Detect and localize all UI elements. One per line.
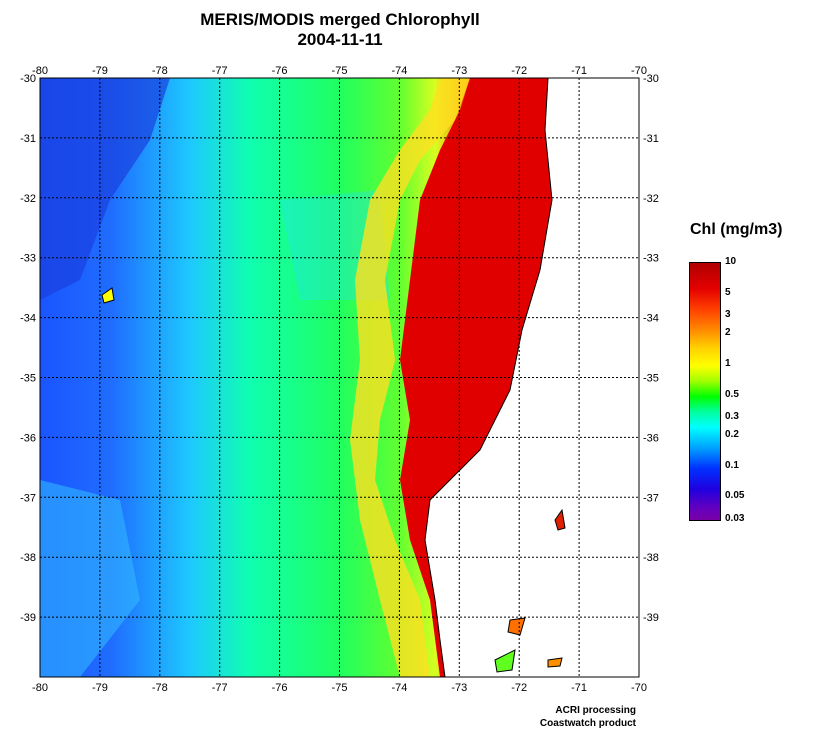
lon-tick-label-top: -71	[571, 65, 587, 77]
lon-tick-label-bottom: -73	[451, 682, 467, 694]
legend-title: Chl (mg/m3)	[690, 221, 783, 238]
lat-tick-label-right: -32	[643, 193, 659, 205]
lat-tick-label-left: -35	[20, 373, 36, 385]
island	[547, 657, 563, 668]
lon-tick-label-top: -80	[32, 65, 48, 77]
colorbar-label: 0.1	[725, 459, 739, 471]
lon-tick-label-top: -76	[272, 65, 288, 77]
lat-tick-label-left: -39	[20, 612, 36, 624]
lat-tick-label-left: -31	[20, 133, 36, 145]
colorbar-label: 10	[725, 256, 737, 267]
island	[494, 649, 516, 673]
lat-tick-label-right: -39	[643, 612, 659, 624]
lat-tick-label-left: -37	[20, 492, 36, 504]
map-title: MERIS/MODIS merged Chlorophyll	[200, 10, 480, 29]
lon-tick-label-top: -75	[332, 65, 348, 77]
lon-tick-label-top: -77	[212, 65, 228, 77]
lat-tick-label-left: -30	[20, 73, 36, 85]
lon-tick-label-bottom: -78	[152, 682, 168, 694]
lat-tick-label-left: -32	[20, 193, 36, 205]
credit-processing: ACRI processing	[555, 705, 636, 716]
lon-tick-label-top: -72	[511, 65, 527, 77]
plot-frame	[39, 77, 640, 678]
colorbar-label: 3	[725, 309, 731, 321]
lon-tick-label-top: -79	[92, 65, 108, 77]
lat-tick-label-right: -34	[643, 313, 659, 325]
lon-tick-label-bottom: -79	[92, 682, 108, 694]
colorbar	[689, 262, 721, 521]
low-chl-patch	[40, 78, 170, 300]
lat-tick-label-right: -38	[643, 552, 659, 564]
credit-product: Coastwatch product	[539, 718, 636, 729]
lon-tick-label-bottom: -75	[332, 682, 348, 694]
colorbar-label: 2	[725, 327, 731, 339]
lon-tick-label-bottom: -77	[212, 682, 228, 694]
lat-tick-label-right: -31	[643, 133, 659, 145]
lon-tick-label-top: -78	[152, 65, 168, 77]
lon-tick-label-top: -70	[631, 65, 647, 77]
island	[101, 287, 115, 304]
lon-tick-label-bottom: -74	[391, 682, 407, 694]
lat-tick-label-right: -36	[643, 432, 659, 444]
lon-tick-label-bottom: -71	[571, 682, 587, 694]
lat-tick-label-left: -38	[20, 552, 36, 564]
lat-tick-label-right: -37	[643, 492, 659, 504]
lat-tick-label-right: -33	[643, 253, 659, 265]
map-date: 2004-11-11	[297, 30, 383, 49]
lon-tick-label-top: -73	[451, 65, 467, 77]
colorbar-label: 0.2	[725, 429, 739, 441]
lon-tick-label-bottom: -72	[511, 682, 527, 694]
low-chl-patch	[40, 480, 140, 677]
lat-tick-label-left: -33	[20, 253, 36, 265]
lat-tick-label-right: -35	[643, 373, 659, 385]
island	[554, 508, 566, 531]
high-chl-band	[350, 78, 470, 677]
lon-tick-label-bottom: -80	[32, 682, 48, 694]
lat-tick-label-left: -34	[20, 313, 36, 325]
colorbar-label: 0.05	[725, 490, 745, 502]
lat-tick-label-right: -30	[643, 73, 659, 85]
colorbar-label: 1	[725, 357, 731, 369]
lat-tick-label-left: -36	[20, 432, 36, 444]
colorbar-label: 0.5	[725, 388, 739, 400]
colorbar-label: 5	[725, 286, 731, 298]
lon-tick-label-bottom: -76	[272, 682, 288, 694]
island	[507, 617, 526, 636]
axis-labels: -80 -80 -79 -79 -78 -78 -77 -77 -76 -76 -75 -75 -74 -…	[20, 65, 659, 694]
colorbar-label: 0.03	[725, 513, 745, 524]
lon-tick-label-top: -74	[391, 65, 407, 77]
colorbar-label: 0.3	[725, 411, 739, 423]
lon-tick-label-bottom: -70	[631, 682, 647, 694]
